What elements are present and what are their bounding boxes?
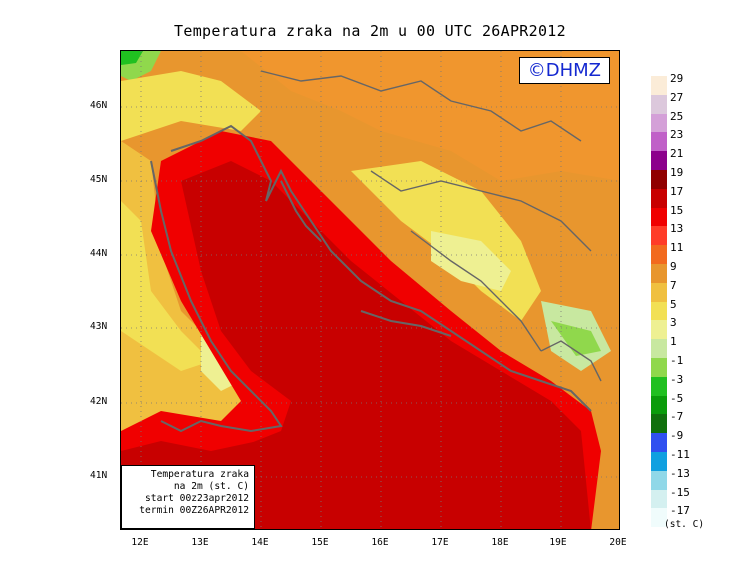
legend-label: -11	[670, 448, 690, 461]
legend-swatch	[651, 470, 667, 490]
legend-swatch	[651, 207, 667, 227]
legend-swatch	[651, 188, 667, 208]
lon-label: 19E	[549, 537, 567, 548]
lat-label: 46N	[90, 100, 108, 111]
lat-lon-grid	[121, 51, 619, 529]
legend-label: -13	[670, 466, 690, 480]
info-box: Temperatura zraka na 2m (st. C) start 00…	[121, 465, 255, 529]
legend-swatch	[651, 151, 667, 170]
legend-label: -3	[670, 372, 684, 386]
lon-label: 18E	[491, 537, 509, 548]
legend-label: 19	[670, 166, 684, 179]
legend-label: 11	[670, 241, 684, 255]
legend-label: 21	[670, 147, 684, 161]
legend-label: 25	[670, 109, 684, 123]
legend-label: 13	[670, 222, 684, 236]
legend-swatch	[651, 94, 667, 114]
legend-swatch	[651, 376, 667, 396]
legend-label: 7	[670, 278, 677, 292]
lat-label: 41N	[90, 470, 108, 481]
legend-label: -15	[670, 485, 690, 499]
legend-label: 23	[670, 128, 684, 142]
legend-unit: (st. C)	[664, 519, 705, 530]
legend-swatch	[651, 451, 667, 471]
legend-swatch	[651, 76, 667, 95]
color-legend	[651, 76, 667, 528]
adriatic-sea-zone	[181, 161, 591, 529]
legend-label: -7	[670, 410, 684, 424]
legend-label: -9	[670, 429, 684, 443]
legend-label: 9	[670, 260, 677, 273]
lon-label: 16E	[371, 537, 389, 548]
legend-label: -5	[670, 391, 684, 405]
info-line: start 00z23apr2012	[145, 493, 249, 504]
lat-label: 45N	[90, 174, 108, 185]
legend-swatch	[651, 226, 667, 246]
lon-label: 20E	[609, 537, 627, 548]
legend-swatch	[651, 263, 667, 283]
dhmz-logo: ©DHMZ	[518, 57, 610, 84]
lon-label: 13E	[191, 537, 209, 548]
info-line: Temperatura zraka	[150, 469, 249, 480]
map-title: Temperatura zraka na 2m u 00 UTC 26APR20…	[174, 22, 566, 40]
legend-swatch	[651, 489, 667, 509]
info-line: na 2m (st. C)	[173, 481, 249, 492]
legend-swatch	[651, 414, 667, 434]
legend-swatch	[651, 113, 667, 133]
legend-swatch	[651, 301, 667, 321]
legend-label: -1	[670, 354, 684, 367]
map-canvas	[121, 51, 619, 529]
legend-swatch	[651, 245, 667, 264]
legend-swatch	[651, 282, 667, 302]
legend-swatch	[651, 433, 667, 452]
info-line: termin 00Z26APR2012	[139, 505, 249, 516]
legend-label: 5	[670, 297, 677, 311]
montenegro-cold-zone	[551, 321, 601, 356]
north-yellow-zone	[121, 71, 261, 141]
legend-label: 1	[670, 335, 677, 349]
legend-swatch	[651, 508, 667, 528]
lon-label: 14E	[251, 537, 269, 548]
lat-label: 43N	[90, 321, 108, 332]
lon-label: 17E	[431, 537, 449, 548]
temperature-map: ©DHMZ Temperatura zraka na 2m (st. C) st…	[120, 50, 620, 530]
lon-label: 12E	[131, 537, 149, 548]
country-borders	[260, 70, 602, 382]
alps-colder-zone	[121, 51, 143, 65]
legend-swatch	[651, 169, 667, 189]
legend-label: 3	[670, 316, 677, 330]
italy-yellow-zone	[121, 201, 211, 371]
legend-swatch	[651, 339, 667, 358]
legend-swatch	[651, 395, 667, 415]
legend-swatch	[651, 320, 667, 340]
legend-label: 29	[670, 72, 684, 85]
legend-label: -17	[670, 504, 690, 518]
legend-label: 27	[670, 90, 684, 104]
legend-swatch	[651, 357, 667, 377]
legend-label: 15	[670, 203, 684, 217]
lon-label: 15E	[311, 537, 329, 548]
lat-label: 42N	[90, 396, 108, 407]
legend-swatch	[651, 132, 667, 152]
legend-label: 17	[670, 184, 684, 198]
lat-label: 44N	[90, 248, 108, 259]
dinaric-pale-zone	[431, 231, 511, 291]
coastlines	[150, 124, 592, 433]
